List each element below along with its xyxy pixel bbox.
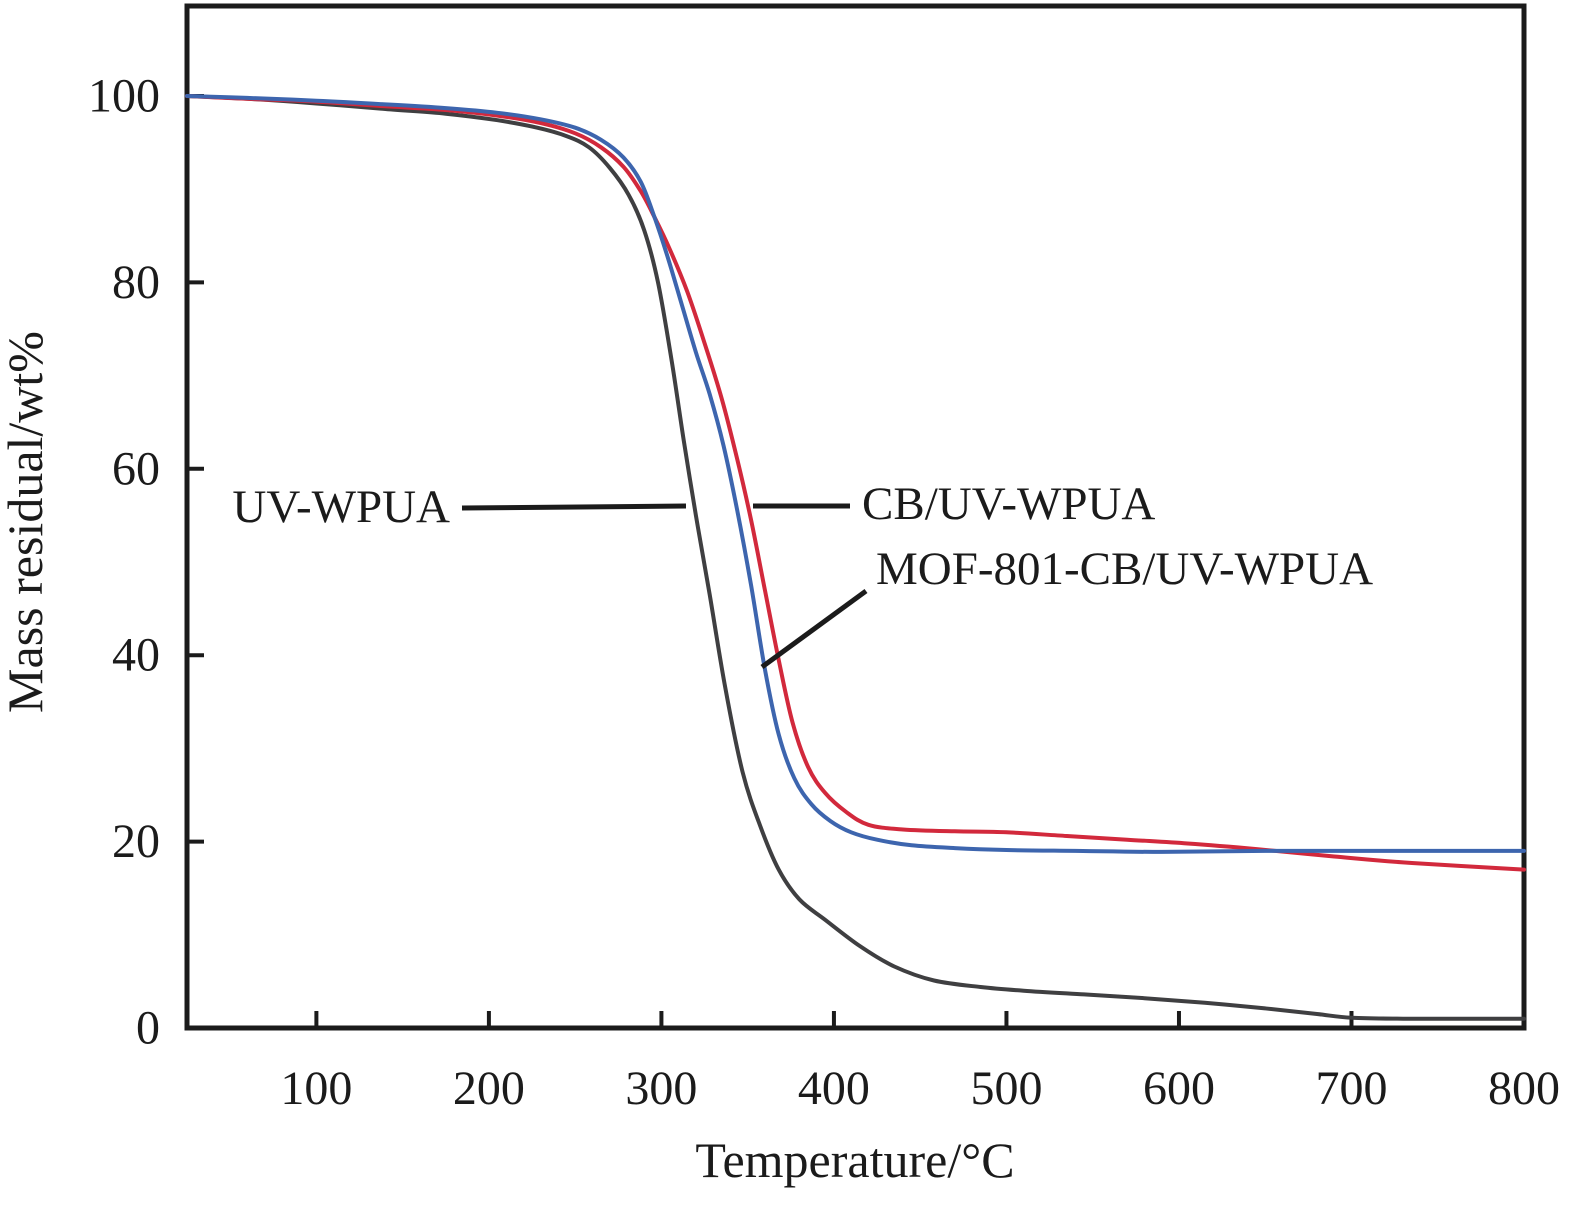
x-tick-label: 300 — [625, 1062, 697, 1115]
y-tick-label: 20 — [112, 815, 160, 868]
x-tick-label: 800 — [1488, 1062, 1560, 1115]
annotation-leader-mof-801-cb-uv-wpua — [760, 588, 868, 670]
x-tick-label: 400 — [798, 1062, 870, 1115]
x-tick-label: 700 — [1315, 1062, 1387, 1115]
series-curves — [185, 94, 1526, 1021]
y-tick-label: 40 — [112, 629, 160, 682]
annotation-label-cb-uv-wpua: CB/UV-WPUA — [862, 478, 1155, 530]
curve-annotations: UV-WPUA CB/UV-WPUA MOF-801-CB/UV-WPUA — [232, 478, 1373, 670]
y-tick-label: 0 — [136, 1002, 160, 1055]
x-tick-label: 200 — [453, 1062, 525, 1115]
annotation-label-mof-801-cb-uv-wpua: MOF-801-CB/UV-WPUA — [876, 543, 1373, 595]
x-tick-label: 600 — [1143, 1062, 1215, 1115]
y-axis-ticks: 0 20 40 60 80 100 — [88, 70, 204, 1055]
series-line-mof-801-cb-uv-wpua — [185, 94, 1526, 854]
y-tick-label: 80 — [112, 256, 160, 309]
x-tick-label: 500 — [970, 1062, 1042, 1115]
y-tick-label: 100 — [88, 70, 160, 123]
x-axis-title: Temperature/°C — [695, 1132, 1014, 1188]
x-axis-ticks: 100 200 300 400 500 600 700 800 — [280, 1011, 1560, 1115]
y-axis-title: Mass residual/wt% — [0, 331, 53, 713]
series-line-uv-wpua — [185, 94, 1526, 1021]
y-tick-label: 60 — [112, 442, 160, 495]
annotation-label-uv-wpua: UV-WPUA — [232, 481, 450, 533]
series-line-cb-uv-wpua — [185, 94, 1526, 872]
annotation-leader-uv-wpua — [461, 503, 687, 511]
x-tick-label: 100 — [280, 1062, 352, 1115]
plot-frame — [184, 3, 1527, 1031]
